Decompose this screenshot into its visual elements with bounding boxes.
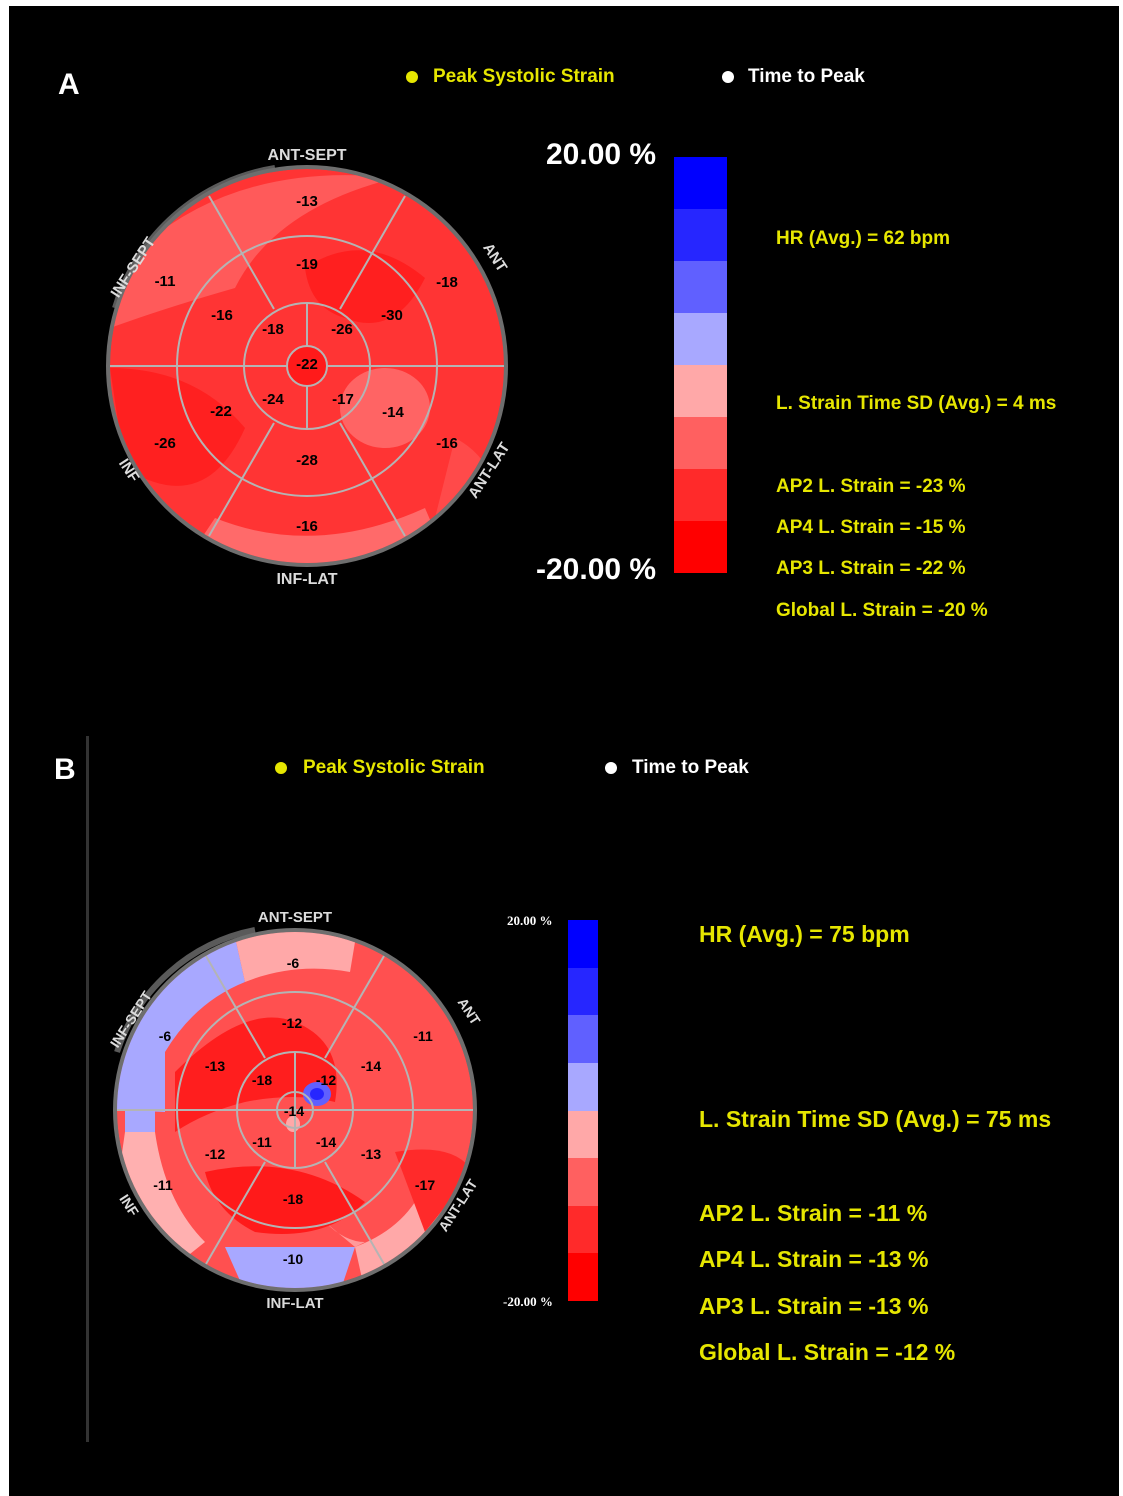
ap3-strain-text: AP3 L. Strain = -13 %	[699, 1293, 929, 1319]
colorbar-step	[568, 1205, 598, 1254]
segment-value: -12	[282, 1015, 302, 1031]
wall-label-ant: ANT	[455, 995, 484, 1028]
peak-strain-legend-label: Peak Systolic Strain	[433, 66, 615, 87]
colorbar-step	[568, 1110, 598, 1159]
segment-value: -11	[153, 1177, 173, 1193]
colorbar-step	[674, 261, 727, 313]
colorbar-step	[568, 1253, 598, 1301]
time-to-peak-legend-label: Time to Peak	[748, 66, 865, 87]
colorbar-step	[674, 209, 727, 261]
peak-strain-legend-dot	[275, 762, 287, 774]
colorbar-step	[568, 967, 598, 1016]
global-strain-text: Global L. Strain = -20 %	[776, 600, 988, 621]
peak-strain-legend-label: Peak Systolic Strain	[303, 757, 485, 778]
segment-value: -6	[159, 1028, 172, 1044]
strain-time-sd-text: L. Strain Time SD (Avg.) = 75 ms	[699, 1106, 1052, 1132]
colorbar-step	[674, 157, 727, 209]
segment-value: -26	[331, 321, 353, 338]
scale-max-label: 20.00 %	[507, 913, 553, 928]
colorbar-step	[674, 313, 727, 365]
segment-value: -18	[262, 321, 284, 338]
segment-value: -26	[154, 435, 176, 452]
segment-value: -16	[296, 518, 318, 535]
wall-label-inf-lat: INF-LAT	[276, 571, 337, 588]
segment-value: -14	[316, 1134, 336, 1150]
strain-time-sd-text: L. Strain Time SD (Avg.) = 4 ms	[776, 393, 1057, 414]
bullseye-plot-a: ANT-SEPT INF-LAT INF-SEPT ANT INF ANT-LA…	[106, 147, 514, 588]
apex-value: -14	[284, 1103, 304, 1119]
scale-max-label: 20.00 %	[546, 138, 657, 171]
colorbar	[674, 157, 727, 573]
colorbar-step	[568, 1062, 598, 1111]
segment-value: -16	[211, 307, 233, 324]
segment-value: -13	[296, 193, 318, 210]
segment-value: -12	[205, 1146, 225, 1162]
colorbar-step	[674, 521, 727, 573]
colorbar-step	[674, 417, 727, 469]
ap2-strain-text: AP2 L. Strain = -23 %	[776, 476, 966, 497]
segment-value: -28	[296, 452, 318, 469]
wall-label-ant: ANT	[479, 240, 510, 275]
peak-strain-legend-dot	[406, 71, 418, 83]
colorbar-step	[568, 1158, 598, 1206]
panel-b-letter: B	[54, 753, 76, 786]
time-to-peak-legend-dot	[605, 762, 617, 774]
segment-value: -11	[155, 273, 176, 290]
segment-value: -30	[381, 307, 403, 324]
segment-value: -18	[252, 1072, 272, 1088]
colorbar-step	[568, 920, 598, 968]
segment-value: -13	[361, 1146, 381, 1162]
segment-value: -14	[361, 1058, 381, 1074]
segment-value: -14	[382, 404, 404, 421]
segment-value: -10	[283, 1251, 303, 1267]
segment-value: -19	[296, 256, 318, 273]
hr-avg-text: HR (Avg.) = 62 bpm	[776, 228, 951, 249]
ap4-strain-text: AP4 L. Strain = -13 %	[699, 1246, 929, 1272]
segment-value: -18	[283, 1191, 303, 1207]
segment-value: -13	[205, 1058, 225, 1074]
colorbar	[568, 920, 598, 1301]
bullseye-plot-b: ANT-SEPT INF-LAT INF-SEPT ANT INF ANT-LA…	[107, 909, 484, 1312]
ap2-strain-text: AP2 L. Strain = -11 %	[699, 1200, 928, 1226]
segment-value: -22	[210, 403, 232, 420]
ap4-strain-text: AP4 L. Strain = -15 %	[776, 517, 966, 538]
global-strain-text: Global L. Strain = -12 %	[699, 1339, 956, 1365]
segment-value: -16	[436, 435, 458, 452]
apex-value: -22	[296, 356, 318, 373]
segment-value: -17	[415, 1177, 435, 1193]
time-to-peak-legend-dot	[722, 71, 734, 83]
septal-arc	[114, 927, 256, 1053]
wall-label-ant-sept: ANT-SEPT	[267, 147, 346, 164]
scale-min-label: -20.00 %	[536, 553, 657, 586]
segment-value: -6	[287, 955, 300, 971]
segment-value: -12	[316, 1072, 336, 1088]
segment-value: -11	[252, 1134, 272, 1150]
wall-label-ant-sept: ANT-SEPT	[258, 909, 332, 926]
segment-value: -17	[332, 391, 354, 408]
colorbar-step	[674, 469, 727, 521]
hr-avg-text: HR (Avg.) = 75 bpm	[699, 921, 910, 947]
ap3-strain-text: AP3 L. Strain = -22 %	[776, 558, 966, 579]
panel-a-letter: A	[58, 68, 80, 101]
wall-label-inf-lat: INF-LAT	[266, 1295, 323, 1312]
colorbar-step	[568, 1015, 598, 1063]
colorbar-step	[674, 365, 727, 417]
segment-value: -24	[262, 391, 284, 408]
scale-min-label: -20.00 %	[503, 1294, 553, 1309]
panel-divider	[86, 736, 89, 1442]
segment-value: -11	[413, 1028, 433, 1044]
time-to-peak-legend-label: Time to Peak	[632, 757, 749, 778]
segment-value: -18	[436, 274, 458, 291]
